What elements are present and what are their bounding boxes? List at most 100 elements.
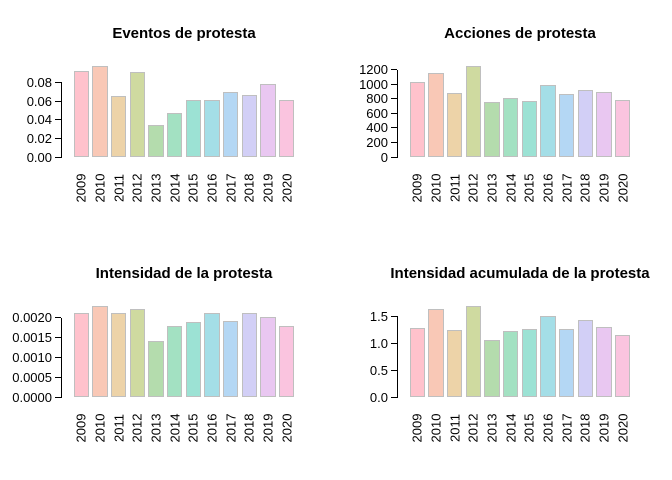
x-tick-label: 2014 — [503, 413, 519, 443]
x-tick-label: 2012 — [465, 173, 481, 203]
x-tick-label: 2010 — [92, 173, 108, 203]
y-tick-mark — [55, 137, 61, 139]
bar-2012 — [129, 309, 146, 397]
y-tick-label: 1000 — [359, 76, 388, 92]
x-tick-label: 2011 — [447, 414, 463, 442]
y-tick-label: 0.06 — [26, 93, 52, 109]
chart-title: Intensidad acumulada de la protesta — [390, 265, 650, 282]
panel-intensidad-de-la-protesta: Intensidad de la protesta 0.0000 0.0005 0.… — [0, 240, 336, 480]
bar-2017 — [222, 321, 239, 397]
y-tick-mark — [55, 356, 61, 358]
bar-2018 — [577, 320, 594, 397]
bar-2016 — [540, 85, 556, 157]
x-tick-label: 2009 — [73, 413, 89, 443]
y-axis-line — [397, 69, 398, 158]
x-tick-label: 2017 — [559, 413, 575, 443]
bar-2015 — [521, 100, 538, 157]
bar-2015 — [521, 329, 538, 397]
x-tick-label: 2009 — [73, 173, 89, 203]
x-tick-label: 2010 — [428, 413, 444, 443]
y-tick-mark — [391, 342, 397, 344]
x-tick-label: 2013 — [484, 173, 500, 203]
chart-title: Acciones de protesta — [444, 25, 596, 42]
x-tick-label: 2016 — [204, 173, 220, 203]
y-tick-label: 0.0010 — [12, 349, 52, 365]
x-tick-label: 2020 — [615, 173, 631, 203]
y-tick-mark — [391, 112, 397, 114]
bar-2011 — [110, 313, 127, 397]
panel-eventos-de-protesta: Eventos de protesta 0.00 0.02 0.04 0.06 0.08… — [0, 0, 336, 240]
y-tick-label: 0.08 — [26, 74, 52, 90]
x-tick-label: 2011 — [111, 174, 127, 202]
y-tick-mark — [391, 69, 397, 71]
x-tick-label: 2012 — [465, 413, 481, 443]
y-tick-label: 400 — [366, 120, 388, 136]
y-tick-label: 1.5 — [369, 308, 388, 324]
y-tick-label: 1.0 — [369, 335, 388, 351]
plot-area: 0.00 0.02 0.04 0.06 0.08 2009 2010 2011 2012 2013… — [0, 0, 336, 240]
bar-2014 — [166, 325, 183, 397]
y-tick-mark — [391, 369, 397, 371]
bar-2012 — [465, 305, 482, 397]
plot-area: 0 200 400 600 800 1000 1200 2009 2010 2011 2012 201… — [336, 0, 672, 240]
bar-2010 — [428, 73, 444, 157]
x-tick-label: 2015 — [185, 173, 201, 203]
bar-2011 — [110, 95, 127, 157]
bar-2015 — [185, 321, 202, 397]
x-tick-label: 2019 — [260, 173, 276, 203]
x-tick-label: 2017 — [559, 173, 575, 203]
bar-2013 — [484, 339, 500, 397]
bar-2017 — [222, 91, 239, 157]
bar-2014 — [502, 98, 519, 157]
y-tick-mark — [55, 156, 61, 158]
x-tick-label: 2020 — [615, 413, 631, 443]
bar-2010 — [92, 65, 108, 157]
bar-2019 — [596, 92, 612, 157]
y-tick-mark — [55, 336, 61, 338]
x-tick-label: 2020 — [279, 173, 295, 203]
bar-2014 — [166, 113, 183, 157]
bar-2016 — [204, 312, 220, 397]
bar-2017 — [558, 94, 575, 157]
x-tick-label: 2016 — [204, 413, 220, 443]
x-tick-label: 2015 — [521, 413, 537, 443]
chart-title: Intensidad de la protesta — [95, 265, 273, 282]
bar-2019 — [596, 326, 612, 397]
bar-2020 — [614, 100, 631, 157]
x-tick-label: 2019 — [260, 413, 276, 443]
y-tick-mark — [391, 156, 397, 158]
x-tick-label: 2012 — [129, 173, 145, 203]
bar-2020 — [614, 334, 631, 397]
x-tick-label: 2012 — [129, 413, 145, 443]
x-tick-label: 2011 — [447, 174, 463, 202]
x-tick-label: 2010 — [92, 413, 108, 443]
x-tick-label: 2018 — [241, 173, 257, 203]
bar-2011 — [446, 92, 463, 157]
y-tick-label: 800 — [366, 91, 388, 107]
bar-2020 — [278, 100, 295, 157]
y-tick-label: 0.0015 — [12, 329, 52, 345]
bar-2013 — [148, 341, 164, 397]
y-tick-mark — [55, 396, 61, 398]
y-tick-label: 0.00 — [26, 149, 52, 165]
bar-2015 — [185, 100, 202, 157]
x-tick-label: 2014 — [167, 413, 183, 443]
x-tick-label: 2018 — [241, 413, 257, 443]
bar-2014 — [502, 331, 519, 397]
x-tick-label: 2014 — [503, 173, 519, 203]
bar-2009 — [409, 82, 426, 157]
bar-2018 — [241, 94, 258, 157]
bar-2019 — [260, 84, 276, 157]
x-tick-label: 2017 — [223, 173, 239, 203]
x-tick-label: 2018 — [577, 173, 593, 203]
x-tick-label: 2015 — [521, 173, 537, 203]
x-tick-label: 2013 — [148, 173, 164, 203]
y-tick-mark — [391, 396, 397, 398]
x-tick-label: 2009 — [409, 173, 425, 203]
y-tick-mark — [55, 317, 61, 319]
y-tick-label: 0.0 — [369, 389, 388, 405]
y-tick-label: 600 — [366, 105, 388, 121]
bar-2013 — [148, 125, 164, 157]
y-tick-mark — [391, 127, 397, 129]
